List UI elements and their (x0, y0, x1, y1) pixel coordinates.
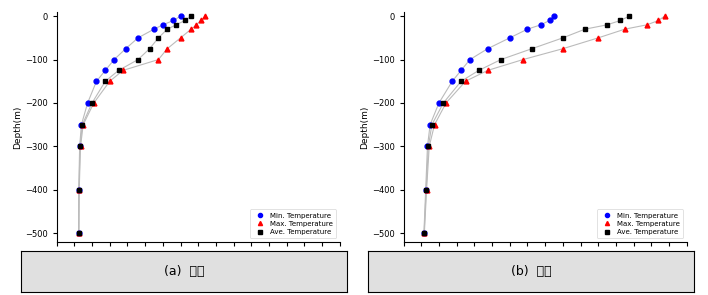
Line: Ave. Temperature: Ave. Temperature (422, 14, 632, 236)
Line: Ave. Temperature: Ave. Temperature (76, 14, 193, 236)
Ave. Temperature (428, 123, 436, 127)
Min. Temperature (74, 232, 83, 235)
Max. Temperature (559, 47, 567, 50)
Ave. Temperature (474, 69, 483, 72)
Ave. Temperature (76, 145, 84, 148)
Max. Temperature (105, 79, 114, 83)
Max. Temperature (654, 19, 663, 22)
Y-axis label: Depth(m): Depth(m) (360, 105, 369, 149)
Ave. Temperature (78, 123, 86, 127)
Y-axis label: Depth(m): Depth(m) (13, 105, 22, 149)
Ave. Temperature (439, 101, 447, 105)
Max. Temperature (484, 69, 492, 72)
X-axis label: Temperatre(℃): Temperatre(℃) (164, 263, 233, 272)
Min. Temperature (169, 19, 178, 22)
Min. Temperature (92, 79, 101, 83)
Max. Temperature (594, 36, 603, 40)
Text: (a)  동계: (a) 동계 (164, 265, 205, 278)
Ave. Temperature (75, 188, 84, 191)
Min. Temperature (101, 69, 110, 72)
Legend: Min. Temperature, Max. Temperature, Ave. Temperature: Min. Temperature, Max. Temperature, Ave.… (250, 209, 336, 238)
Min. Temperature (75, 145, 84, 148)
Max. Temperature (163, 47, 171, 50)
Min. Temperature (549, 14, 558, 18)
Max. Temperature (197, 19, 205, 22)
Ave. Temperature (163, 27, 171, 31)
Min. Temperature (435, 101, 443, 105)
Ave. Temperature (616, 19, 624, 22)
Min. Temperature (457, 69, 465, 72)
Max. Temperature (76, 145, 85, 148)
Min. Temperature (466, 58, 474, 61)
Min. Temperature (122, 47, 130, 50)
Max. Temperature (201, 14, 210, 18)
Ave. Temperature (559, 36, 567, 40)
Max. Temperature (425, 145, 433, 148)
Max. Temperature (620, 27, 629, 31)
Line: Max. Temperature: Max. Temperature (76, 14, 207, 236)
Ave. Temperature (145, 47, 154, 50)
Ave. Temperature (154, 36, 163, 40)
Line: Max. Temperature: Max. Temperature (422, 14, 667, 236)
Ave. Temperature (527, 47, 536, 50)
X-axis label: Temperatre(℃): Temperatre(℃) (510, 263, 580, 272)
Ave. Temperature (101, 79, 110, 83)
Min. Temperature (150, 27, 159, 31)
Min. Temperature (448, 79, 457, 83)
Ave. Temperature (115, 69, 123, 72)
Ave. Temperature (134, 58, 142, 61)
Min. Temperature (134, 36, 142, 40)
Min. Temperature (77, 123, 86, 127)
Ave. Temperature (181, 19, 189, 22)
Max. Temperature (519, 58, 527, 61)
Max. Temperature (661, 14, 669, 18)
Min. Temperature (421, 188, 430, 191)
Min. Temperature (176, 14, 185, 18)
Ave. Temperature (88, 101, 96, 105)
Legend: Min. Temperature, Max. Temperature, Ave. Temperature: Min. Temperature, Max. Temperature, Ave.… (597, 209, 683, 238)
Ave. Temperature (496, 58, 505, 61)
Max. Temperature (420, 232, 428, 235)
Min. Temperature (484, 47, 492, 50)
Ave. Temperature (424, 145, 433, 148)
Ave. Temperature (187, 14, 195, 18)
Min. Temperature (110, 58, 118, 61)
Line: Min. Temperature: Min. Temperature (421, 14, 556, 236)
Ave. Temperature (457, 79, 465, 83)
Min. Temperature (423, 145, 432, 148)
Ave. Temperature (420, 232, 428, 235)
Max. Temperature (119, 69, 127, 72)
Max. Temperature (442, 101, 450, 105)
Ave. Temperature (172, 23, 181, 27)
Max. Temperature (75, 188, 84, 191)
Ave. Temperature (603, 23, 611, 27)
Max. Temperature (193, 23, 201, 27)
Min. Temperature (537, 23, 545, 27)
Ave. Temperature (74, 232, 83, 235)
Max. Temperature (74, 232, 83, 235)
Text: (b)  하계: (b) 하계 (510, 265, 552, 278)
Min. Temperature (74, 188, 83, 191)
Max. Temperature (154, 58, 163, 61)
Max. Temperature (643, 23, 651, 27)
Min. Temperature (506, 36, 514, 40)
Min. Temperature (523, 27, 532, 31)
Min. Temperature (84, 101, 92, 105)
Max. Temperature (187, 27, 195, 31)
Ave. Temperature (625, 14, 634, 18)
Max. Temperature (176, 36, 185, 40)
Max. Temperature (89, 101, 98, 105)
Max. Temperature (422, 188, 430, 191)
Min. Temperature (159, 23, 167, 27)
Max. Temperature (461, 79, 469, 83)
Line: Min. Temperature: Min. Temperature (76, 14, 183, 236)
Min. Temperature (545, 19, 554, 22)
Ave. Temperature (581, 27, 589, 31)
Ave. Temperature (422, 188, 430, 191)
Max. Temperature (430, 123, 439, 127)
Min. Temperature (420, 232, 428, 235)
Min. Temperature (426, 123, 434, 127)
Max. Temperature (79, 123, 88, 127)
